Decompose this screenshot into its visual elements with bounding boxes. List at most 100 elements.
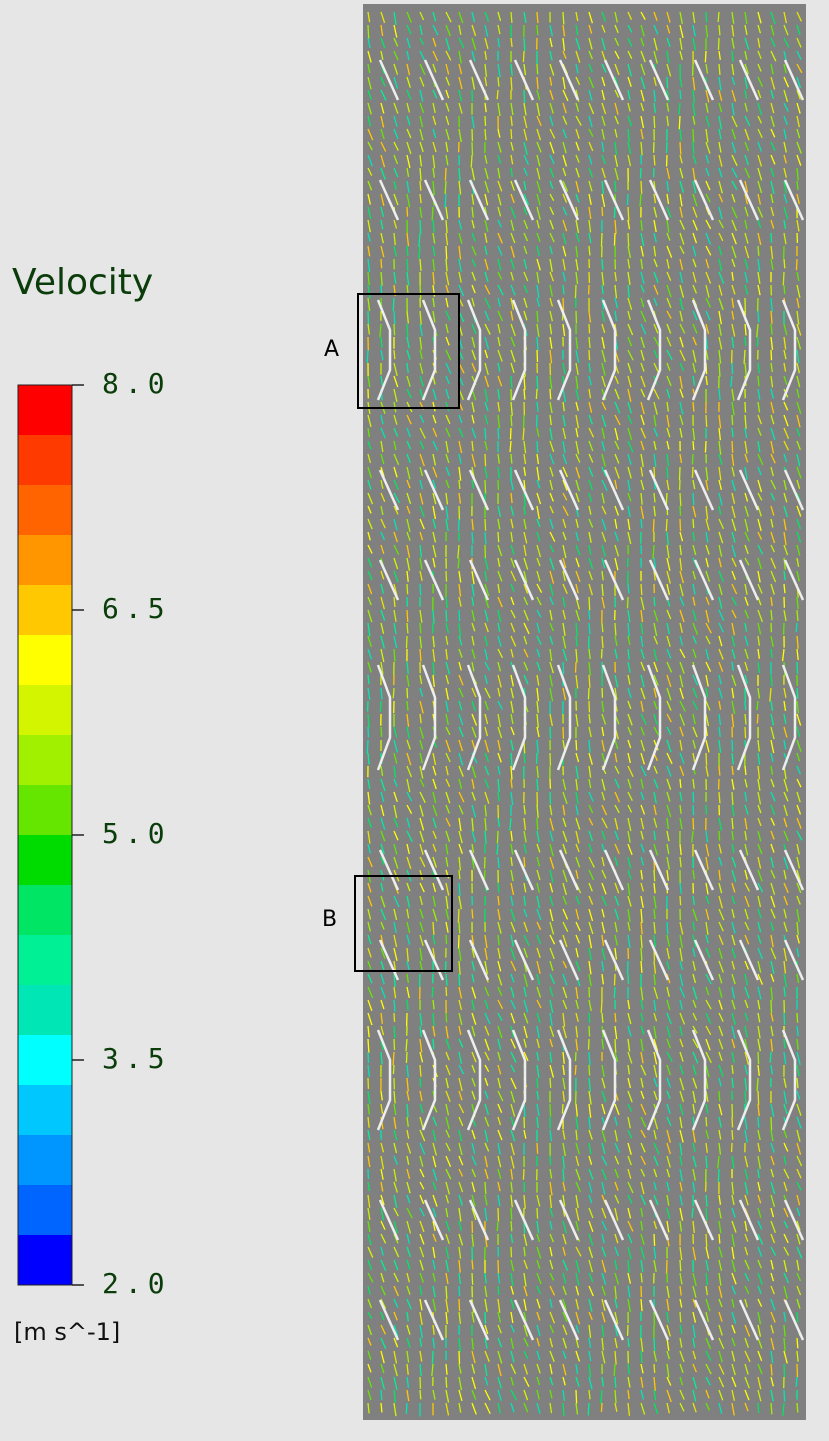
velocity-vector [536,389,537,399]
velocity-vector [458,558,459,568]
velocity-vector [406,636,407,648]
velocity-vector [693,129,694,143]
tick-label: 2.0 [102,1267,171,1300]
velocity-vector [719,792,720,803]
velocity-vector [394,649,395,662]
velocity-vector [537,376,538,390]
velocity-vector [758,1052,759,1064]
velocity-vector [498,1286,499,1295]
velocity-vector [472,142,473,155]
velocity-vector [381,1403,382,1412]
velocity-vector [550,1104,551,1117]
velocity-vector [602,207,603,216]
velocity-vector [589,597,590,610]
velocity-vector [484,870,485,879]
velocity-vector [420,584,421,595]
velocity-vector [654,116,655,128]
velocity-vector [797,688,798,699]
velocity-vector [783,272,784,285]
velocity-vector [394,1013,395,1022]
velocity-vector [628,584,629,593]
velocity-vector [758,311,759,323]
velocity-vector [394,324,395,335]
velocity-vector [406,1403,407,1414]
velocity-vector [693,142,694,154]
velocity-vector [732,1130,733,1140]
velocity-vector [758,1403,759,1413]
velocity-vector [654,1234,655,1246]
velocity-vector [667,77,668,88]
color-band [18,685,72,736]
velocity-vector [706,1234,707,1247]
velocity-vector [654,597,655,606]
velocity-vector [394,311,395,324]
velocity-vector [445,181,446,194]
velocity-vector [446,1013,447,1022]
velocity-vector [537,64,538,74]
velocity-vector [693,792,694,803]
velocity-vector [589,610,590,619]
velocity-vector [459,1286,460,1296]
velocity-vector [459,922,460,934]
color-band [18,1085,72,1136]
velocity-vector [380,701,381,712]
velocity-vector [576,1390,577,1404]
velocity-vector [524,857,525,867]
velocity-vector [667,922,668,934]
velocity-vector [589,324,590,333]
velocity-vector [562,1104,563,1114]
velocity-vector [745,402,746,413]
velocity-vector [407,584,408,594]
velocity-vector [654,1364,655,1373]
velocity-vector [615,181,616,192]
velocity-vector [537,1208,538,1219]
velocity-vector [407,610,408,622]
velocity-vector [537,1078,538,1088]
tick-label: 8.0 [102,367,171,400]
velocity-vector [758,1117,759,1127]
velocity-vector [420,623,421,633]
velocity-vector [511,454,512,464]
velocity-vector [459,480,460,489]
velocity-vector [563,12,564,24]
velocity-vector [654,870,655,881]
velocity-vector [732,1117,733,1128]
velocity-vector [485,116,486,126]
color-band [18,485,72,536]
velocity-vector [641,519,642,528]
velocity-vector [614,233,615,246]
velocity-vector [602,259,603,270]
velocity-vector [537,779,538,791]
velocity-vector [679,116,680,129]
velocity-vector [394,350,395,359]
velocity-vector [693,402,694,412]
color-band [18,585,72,636]
velocity-vector [640,168,641,178]
velocity-vector [797,1312,798,1322]
tick-label: 6.5 [102,592,171,625]
velocity-vector [563,298,564,311]
velocity-vector [433,1039,434,1049]
velocity-vector [485,454,486,466]
velocity-vector [393,1052,394,1065]
velocity-vector [459,1299,460,1311]
velocity-vector [745,766,746,775]
velocity-vector [497,1221,498,1231]
velocity-vector [627,597,628,608]
velocity-vector [784,259,785,268]
velocity-vector [485,1182,486,1194]
velocity-vector [485,129,486,140]
velocity-vector [524,38,525,51]
velocity-vector [706,753,707,766]
velocity-vector [393,298,394,311]
velocity-vector [744,350,745,364]
velocity-vector [407,623,408,633]
velocity-vector [745,337,746,346]
velocity-vector [705,441,706,453]
velocity-vector [563,662,564,674]
velocity-vector [796,259,797,270]
velocity-vector [680,90,681,99]
velocity-vector [589,1013,590,1023]
velocity-vector [706,415,707,427]
